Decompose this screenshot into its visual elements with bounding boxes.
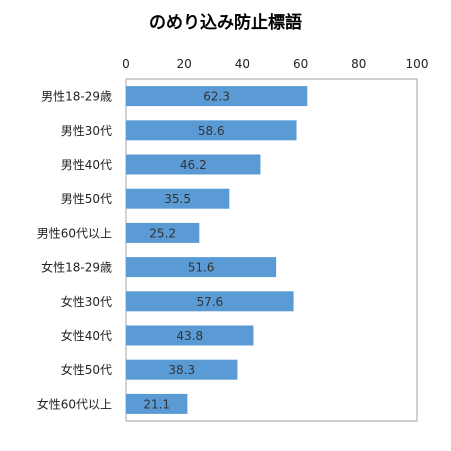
- category-label: 女性60代以上: [37, 396, 112, 411]
- x-tick-label: 20: [177, 57, 192, 71]
- bar-value-label: 35.5: [164, 192, 191, 206]
- bar-value-label: 43.8: [176, 329, 203, 343]
- bar-value-label: 38.3: [168, 363, 195, 377]
- bar-value-label: 25.2: [149, 226, 176, 240]
- x-tick-label: 80: [351, 57, 366, 71]
- chart-title: のめり込み防止標語: [149, 13, 302, 33]
- category-label: 男性30代: [61, 124, 112, 138]
- category-label: 女性40代: [61, 328, 112, 343]
- bar-value-label: 58.6: [198, 124, 225, 138]
- bar: [126, 222, 200, 243]
- bar-value-label: 46.2: [180, 158, 207, 172]
- category-label: 男性60代以上: [37, 226, 112, 240]
- category-label: 男性18-29歳: [41, 90, 112, 104]
- bar: [126, 86, 308, 107]
- bar-value-label: 62.3: [203, 90, 230, 104]
- bar: [126, 188, 230, 209]
- bar: [126, 393, 188, 414]
- x-tick-label: 60: [293, 57, 308, 71]
- category-label: 女性18-29歳: [41, 260, 112, 275]
- bar: [126, 325, 254, 346]
- category-label: 男性50代: [61, 192, 112, 206]
- x-tick-label: 0: [122, 57, 130, 71]
- bar: [126, 257, 277, 278]
- bar-value-label: 57.6: [196, 295, 223, 309]
- x-tick-label: 100: [406, 57, 429, 71]
- category-label: 女性50代: [61, 362, 112, 377]
- bar-value-label: 21.1: [143, 397, 170, 411]
- bar: [126, 154, 261, 175]
- x-tick-label: 40: [235, 57, 250, 71]
- bar: [126, 120, 297, 141]
- bar: [126, 359, 238, 380]
- bar: [126, 291, 294, 312]
- category-label: 女性30代: [61, 294, 112, 309]
- bar-value-label: 51.6: [188, 261, 215, 275]
- category-label: 男性40代: [61, 158, 112, 172]
